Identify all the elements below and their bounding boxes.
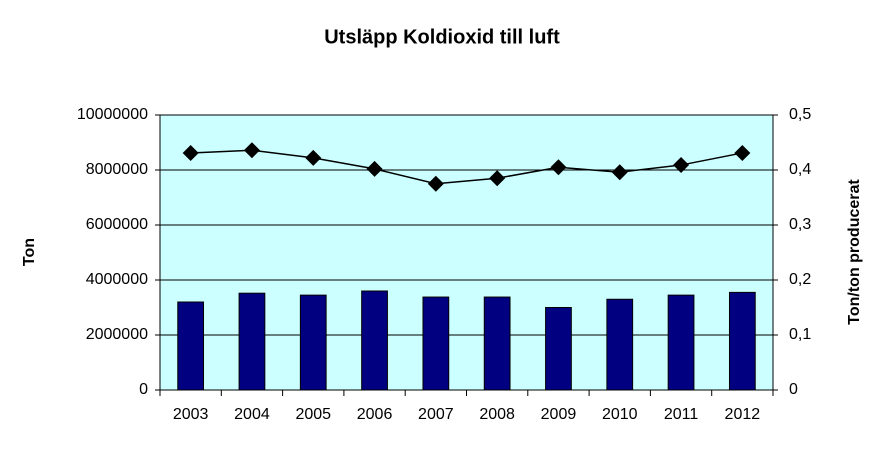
y-tick-label: 2000000 (86, 326, 148, 343)
bar (238, 292, 266, 391)
x-tick-label: 2007 (418, 406, 454, 423)
marker (611, 164, 628, 181)
y2-tick-label: 0 (789, 381, 798, 398)
y2-tick-label: 0,3 (789, 216, 811, 233)
line (190, 149, 743, 185)
marker (734, 144, 751, 161)
chart-title: Utsläpp Koldioxid till luft (324, 26, 560, 48)
marker (427, 175, 444, 192)
bar (667, 294, 695, 391)
marker (243, 142, 260, 159)
x-tick-label: 2004 (234, 406, 270, 423)
marker (550, 159, 567, 176)
y2-tick-label: 0,2 (789, 271, 811, 288)
y-tick-label: 10000000 (77, 106, 148, 123)
x-tick-label: 2006 (357, 406, 393, 423)
x-tick-label: 2003 (173, 406, 209, 423)
bar (483, 296, 511, 391)
y2-tick-label: 0,1 (789, 326, 811, 343)
y-tick-label: 6000000 (86, 216, 148, 233)
y2-tick-label: 0,5 (789, 106, 811, 123)
marker (489, 170, 506, 187)
y2-axis-label: Ton/ton producerat (846, 179, 863, 325)
bar (177, 301, 205, 391)
y-tick-label: 0 (139, 381, 148, 398)
y-axis-label: Ton (21, 238, 38, 266)
bar (606, 298, 634, 391)
bar (545, 307, 572, 391)
x-tick-label: 2009 (541, 406, 577, 423)
bar (299, 294, 327, 391)
marker (673, 157, 690, 174)
y-tick-label: 8000000 (86, 161, 148, 178)
x-tick-label: 2008 (479, 406, 515, 423)
marker (182, 144, 199, 161)
x-tick-label: 2010 (602, 406, 638, 423)
bar (422, 296, 450, 391)
marker (305, 149, 322, 166)
bar (361, 290, 388, 391)
x-tick-label: 2011 (664, 406, 699, 423)
y2-tick-label: 0,4 (789, 161, 811, 178)
marker (366, 160, 383, 177)
bar (728, 291, 756, 391)
x-tick-label: 2005 (295, 406, 331, 423)
x-tick-label: 2012 (725, 406, 761, 423)
y-tick-label: 4000000 (86, 271, 148, 288)
